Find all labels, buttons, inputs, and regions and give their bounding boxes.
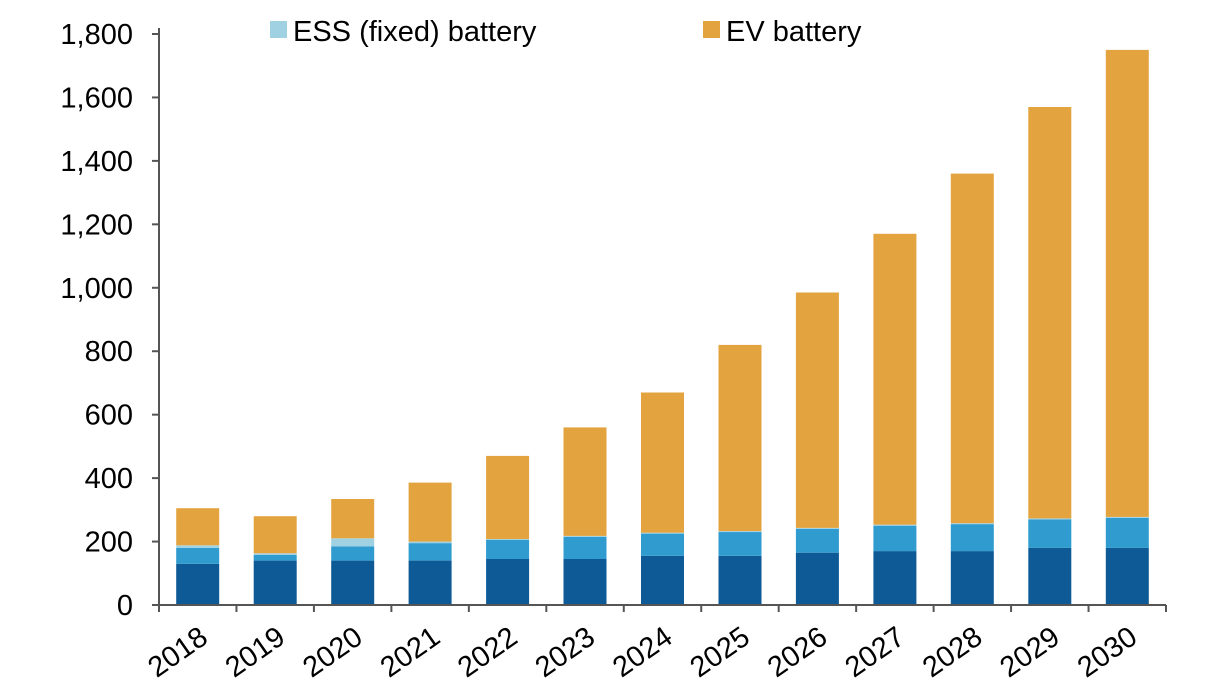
- bar-segment-2027-s0: [873, 551, 917, 605]
- bar-segment-2029-s0: [1028, 547, 1072, 605]
- bar-segment-2022-s1: [486, 540, 530, 559]
- bar-segment-2028-s0: [950, 551, 994, 605]
- x-tick-label: 2020: [297, 621, 368, 684]
- bar-segment-2021-s2: [408, 541, 452, 544]
- bar-segment-2030-s2: [1105, 516, 1149, 518]
- bar-segment-2027-s1: [873, 525, 917, 552]
- y-tick-label: 400: [85, 463, 133, 495]
- bar-segment-2028-s3: [950, 173, 994, 524]
- bars-layer: [176, 49, 1149, 605]
- bar-segment-2026-s0: [795, 552, 839, 605]
- bar-segment-2023-s1: [563, 536, 607, 559]
- x-tick-label: 2030: [1072, 621, 1143, 684]
- bar-segment-2022-s0: [486, 559, 530, 605]
- y-tick-label: 600: [85, 400, 133, 432]
- y-tick-label: 1,600: [60, 82, 133, 114]
- bar-segment-2022-s3: [486, 455, 530, 539]
- bar-segment-2030-s3: [1105, 49, 1149, 517]
- legend-label: EV battery: [726, 16, 862, 48]
- x-tick-label: 2022: [452, 621, 523, 684]
- bar-segment-2027-s3: [873, 233, 917, 525]
- legend-swatch: [270, 21, 287, 38]
- bar-segment-2023-s3: [563, 427, 607, 536]
- x-tick-label: 2018: [142, 621, 213, 684]
- y-tick-label: 1,000: [60, 273, 133, 305]
- bar-segment-2021-s3: [408, 482, 452, 542]
- bar-segment-2020-s2: [331, 538, 375, 547]
- legend-label: ESS (fixed) battery: [293, 16, 537, 48]
- y-tick-label: 1,200: [60, 209, 133, 241]
- bar-segment-2018-s2: [176, 545, 220, 548]
- x-tick-label: 2024: [607, 621, 678, 684]
- x-tick-label: 2026: [762, 621, 833, 684]
- y-tick-label: 1,800: [60, 19, 133, 51]
- bar-segment-2025-s2: [718, 531, 762, 533]
- bar-segment-2021-s0: [408, 560, 452, 605]
- bar-segment-2021-s1: [408, 543, 452, 561]
- bar-segment-2030-s1: [1105, 517, 1149, 548]
- bar-segment-2026-s2: [795, 527, 839, 529]
- bar-segment-2020-s0: [331, 560, 375, 605]
- bar-segment-2029-s2: [1028, 518, 1072, 520]
- bar-segment-2029-s3: [1028, 107, 1072, 519]
- bar-segment-2024-s1: [641, 533, 684, 556]
- bar-segment-2020-s3: [331, 499, 375, 539]
- bar-segment-2018-s3: [176, 508, 220, 546]
- x-tick-label: 2019: [220, 621, 291, 684]
- bar-segment-2026-s1: [795, 528, 839, 553]
- bar-segment-2025-s0: [718, 555, 762, 605]
- bar-segment-2028-s2: [950, 523, 994, 525]
- bar-segment-2027-s2: [873, 524, 917, 526]
- y-tick-label: 0: [117, 590, 133, 622]
- x-tick-label: 2029: [994, 621, 1065, 684]
- bar-segment-2023-s0: [563, 559, 607, 605]
- y-tick-label: 1,400: [60, 146, 133, 178]
- bar-segment-2025-s3: [718, 344, 762, 532]
- x-tick-label: 2027: [840, 621, 911, 684]
- bar-segment-2022-s2: [486, 539, 530, 540]
- bar-segment-2023-s2: [563, 535, 607, 537]
- axes-layer: 0 200 400 600 800 1,000 1,200 1,400 1,600 1,800 20…: [60, 19, 1167, 684]
- legend: ESS (fixed) battery EV battery: [270, 16, 862, 48]
- bar-segment-2024-s3: [641, 392, 684, 533]
- legend-swatch: [703, 21, 720, 38]
- y-tick-label: 200: [85, 527, 133, 559]
- bar-segment-2024-s0: [641, 555, 684, 605]
- bar-segment-2019-s3: [253, 516, 297, 554]
- x-tick-label: 2025: [685, 621, 756, 684]
- x-tick-label: 2023: [530, 621, 601, 684]
- bar-segment-2026-s3: [795, 292, 839, 528]
- bar-segment-2029-s1: [1028, 519, 1072, 548]
- x-tick-label: 2021: [375, 621, 446, 684]
- bar-segment-2030-s0: [1105, 547, 1149, 605]
- bar-segment-2020-s1: [331, 546, 375, 561]
- y-tick-label: 800: [85, 336, 133, 368]
- bar-segment-2019-s1: [253, 554, 297, 561]
- bar-segment-2018-s0: [176, 563, 220, 605]
- x-tick-label: 2028: [917, 621, 988, 684]
- bar-segment-2025-s1: [718, 532, 762, 556]
- bar-segment-2028-s1: [950, 524, 994, 552]
- bar-segment-2019-s2: [253, 553, 297, 555]
- bar-segment-2018-s1: [176, 547, 220, 564]
- bar-segment-2019-s0: [253, 560, 297, 605]
- bar-segment-2024-s2: [641, 532, 684, 534]
